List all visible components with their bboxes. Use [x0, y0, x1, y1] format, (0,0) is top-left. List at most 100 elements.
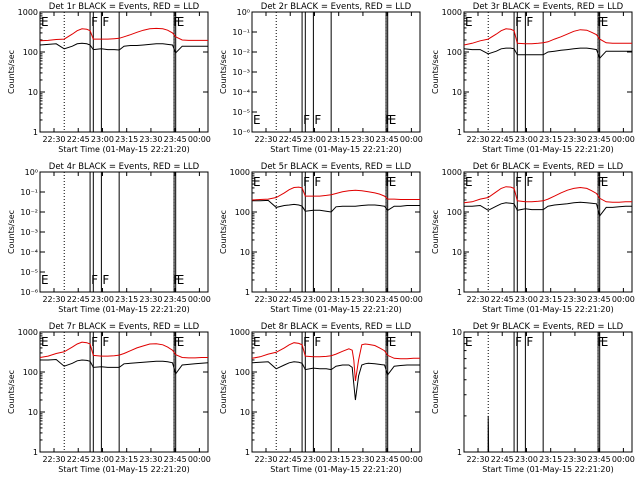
y-tick-label: 10 [240, 248, 250, 257]
x-tick-label: 22:30 [42, 135, 65, 144]
flag-label: E [601, 175, 609, 189]
flag-label: F [515, 15, 522, 29]
flag-label: F [102, 15, 109, 29]
x-tick-label: 22:30 [42, 295, 65, 304]
x-tick-label: 22:30 [254, 135, 277, 144]
y-tick-label: 10⁻³ [232, 68, 250, 77]
x-tick-label: 22:45 [279, 135, 302, 144]
flag-label: F [91, 273, 98, 287]
y-axis-label: Counts/sec [7, 210, 16, 254]
series-line-events [487, 415, 490, 453]
y-tick-label: 100 [235, 368, 250, 377]
y-axis-label: Counts/sec [219, 50, 228, 94]
panel-title: Det 2r BLACK = Events, RED = LLD [261, 2, 412, 12]
flag-label: F [91, 15, 98, 29]
x-tick-label: 23:00 [303, 455, 326, 464]
y-axis-label: Counts/sec [431, 210, 440, 254]
flag-label: E [389, 175, 397, 189]
series-line-lld [463, 186, 632, 204]
flag-label: E [389, 113, 397, 127]
flag-label: E [465, 15, 473, 29]
y-tick-label: 100 [23, 368, 38, 377]
x-axis-label: Start Time (01-May-15 22:21:20) [58, 465, 189, 474]
y-tick-label: 100 [23, 48, 38, 57]
x-tick-label: 22:30 [42, 455, 65, 464]
y-tick-label: 100 [447, 208, 462, 217]
flag-label: E [465, 335, 473, 349]
panel-frame [251, 171, 421, 293]
y-axis-label: Counts/sec [7, 50, 16, 94]
x-tick-label: 23:00 [91, 455, 114, 464]
y-tick-label: 1000 [442, 8, 462, 17]
flag-label: E [389, 335, 397, 349]
flag-label: F [91, 335, 98, 349]
y-tick-label: 100 [447, 48, 462, 57]
series-line-lld [251, 342, 420, 381]
x-tick-label: 22:45 [491, 455, 514, 464]
flag-label: F [515, 175, 522, 189]
x-tick-label: 23:30 [139, 135, 162, 144]
x-tick-label: 22:30 [466, 455, 489, 464]
x-tick-label: 23:30 [563, 135, 586, 144]
x-tick-label: 23:45 [376, 455, 399, 464]
x-axis-label: Start Time (01-May-15 22:21:20) [482, 465, 613, 474]
panel-frame [463, 171, 633, 293]
y-tick-label: 1000 [18, 8, 38, 17]
panel-title: Det 3r BLACK = Events, RED = LLD [473, 2, 624, 12]
series-line-events [252, 199, 420, 213]
panel-frame [463, 11, 633, 133]
x-tick-label: 00:00 [188, 295, 211, 304]
series-line-lld [39, 27, 208, 42]
series-line-lld [39, 341, 208, 359]
x-tick-label: 23:00 [91, 135, 114, 144]
x-tick-label: 22:30 [254, 455, 277, 464]
y-tick-label: 10 [452, 88, 462, 97]
flag-label: E [465, 175, 473, 189]
y-tick-label: 10⁻¹ [20, 188, 38, 197]
x-tick-label: 23:45 [376, 135, 399, 144]
x-tick-label: 23:30 [139, 295, 162, 304]
x-tick-label: 23:00 [303, 295, 326, 304]
y-tick-label: 1000 [230, 168, 250, 177]
y-tick-label: 10⁻¹ [232, 28, 250, 37]
x-tick-label: 23:15 [539, 455, 562, 464]
x-tick-label: 00:00 [400, 295, 423, 304]
y-axis-label: Counts/sec [431, 370, 440, 414]
y-tick-label: 10⁻⁴ [232, 88, 250, 97]
x-tick-label: 23:15 [539, 135, 562, 144]
x-tick-label: 22:30 [466, 295, 489, 304]
x-tick-label: 23:30 [351, 455, 374, 464]
flag-label: F [314, 113, 321, 127]
x-tick-label: 23:30 [351, 295, 374, 304]
y-tick-label: 10⁻³ [20, 228, 38, 237]
x-tick-label: 22:45 [491, 135, 514, 144]
flag-label: F [597, 15, 604, 29]
series-line-events [251, 361, 420, 401]
flag-label: F [102, 335, 109, 349]
x-axis-label: Start Time (01-May-15 22:21:20) [270, 145, 401, 154]
panel-frame [251, 331, 421, 453]
x-tick-label: 22:30 [466, 135, 489, 144]
x-axis-label: Start Time (01-May-15 22:21:20) [270, 305, 401, 314]
x-tick-label: 22:45 [279, 455, 302, 464]
x-tick-label: 23:45 [588, 295, 611, 304]
flag-label: F [314, 175, 321, 189]
x-tick-label: 23:30 [563, 455, 586, 464]
x-tick-label: 23:15 [327, 135, 350, 144]
y-tick-label: 10 [28, 88, 38, 97]
x-axis-label: Start Time (01-May-15 22:21:20) [58, 305, 189, 314]
x-tick-label: 23:15 [115, 135, 138, 144]
flag-label: E [41, 273, 49, 287]
flag-label: E [177, 335, 185, 349]
flag-label: E [253, 175, 261, 189]
flag-label: E [601, 15, 609, 29]
flag-label: F [314, 335, 321, 349]
x-axis-label: Start Time (01-May-15 22:21:20) [482, 305, 613, 314]
flag-label: F [173, 273, 180, 287]
